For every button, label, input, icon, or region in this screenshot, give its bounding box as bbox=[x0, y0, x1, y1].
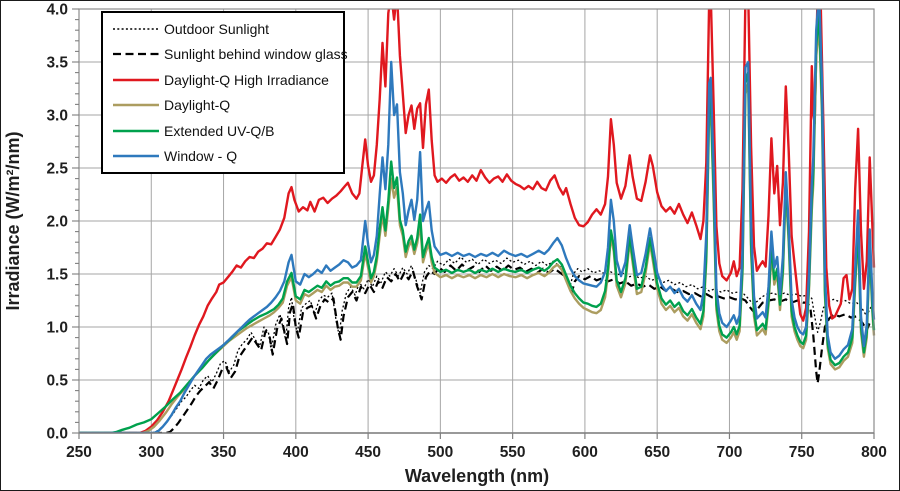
legend: Outdoor Sunlight Sunlight behind window … bbox=[101, 11, 348, 174]
legend-label: Daylight-Q bbox=[164, 97, 231, 114]
x-tick-label: 300 bbox=[138, 444, 164, 461]
legend-label: Extended UV-Q/B bbox=[164, 122, 275, 139]
x-tick-label: 550 bbox=[500, 444, 526, 461]
y-axis-title: Irradiance (W/m²/nm) bbox=[3, 131, 23, 310]
daylight-q-line-sample bbox=[113, 104, 159, 107]
x-tick-label: 350 bbox=[211, 444, 237, 461]
legend-item-outdoor-sunlight: Outdoor Sunlight bbox=[112, 17, 343, 41]
y-tick-label: 0.5 bbox=[46, 373, 68, 390]
legend-item-daylight-q-high: Daylight-Q High Irradiance bbox=[112, 68, 343, 92]
legend-item-daylight-q: Daylight-Q bbox=[112, 93, 343, 117]
y-tick-label: 0.0 bbox=[46, 426, 68, 443]
x-tick-label: 450 bbox=[355, 444, 381, 461]
y-tick-label: 4.0 bbox=[46, 2, 68, 19]
y-tick-label: 1.5 bbox=[46, 267, 68, 284]
x-tick-label: 650 bbox=[644, 444, 670, 461]
x-tick-label: 800 bbox=[861, 444, 887, 461]
legend-item-window-q: Window - Q bbox=[112, 144, 343, 168]
x-tick-label: 750 bbox=[789, 444, 815, 461]
x-tick-label: 250 bbox=[66, 444, 92, 461]
legend-label: Sunlight behind window glass bbox=[164, 46, 348, 63]
daylight-q-high-line-sample bbox=[113, 78, 159, 81]
x-axis-title: Wavelength (nm) bbox=[405, 466, 549, 486]
series-window-glass-sunlight bbox=[79, 263, 875, 433]
legend-label: Daylight-Q High Irradiance bbox=[164, 71, 329, 88]
x-tick-label: 700 bbox=[717, 444, 743, 461]
legend-item-window-glass-sunlight: Sunlight behind window glass bbox=[112, 42, 348, 66]
y-tick-label: 2.5 bbox=[46, 161, 68, 178]
y-tick-label: 2.0 bbox=[46, 214, 68, 231]
legend-label: Window - Q bbox=[164, 148, 238, 165]
window-q-line-sample bbox=[113, 155, 159, 158]
series-window-q bbox=[79, 9, 876, 433]
y-tick-label: 3.0 bbox=[46, 108, 68, 125]
x-tick-label: 600 bbox=[572, 444, 598, 461]
outdoor-sunlight-line-sample bbox=[113, 27, 159, 30]
series-outdoor-sunlight bbox=[79, 256, 875, 433]
y-tick-label: 1.0 bbox=[46, 320, 68, 337]
y-tick-label: 3.5 bbox=[46, 55, 68, 72]
extended-uv-qb-line-sample bbox=[113, 129, 159, 133]
x-tick-label: 400 bbox=[283, 444, 309, 461]
legend-item-extended-uv-qb: Extended UV-Q/B bbox=[112, 119, 343, 143]
legend-label: Outdoor Sunlight bbox=[164, 20, 270, 37]
window-glass-sunlight-line-sample bbox=[113, 53, 159, 56]
series-daylight-q-high bbox=[79, 9, 876, 433]
x-tick-label: 500 bbox=[427, 444, 453, 461]
